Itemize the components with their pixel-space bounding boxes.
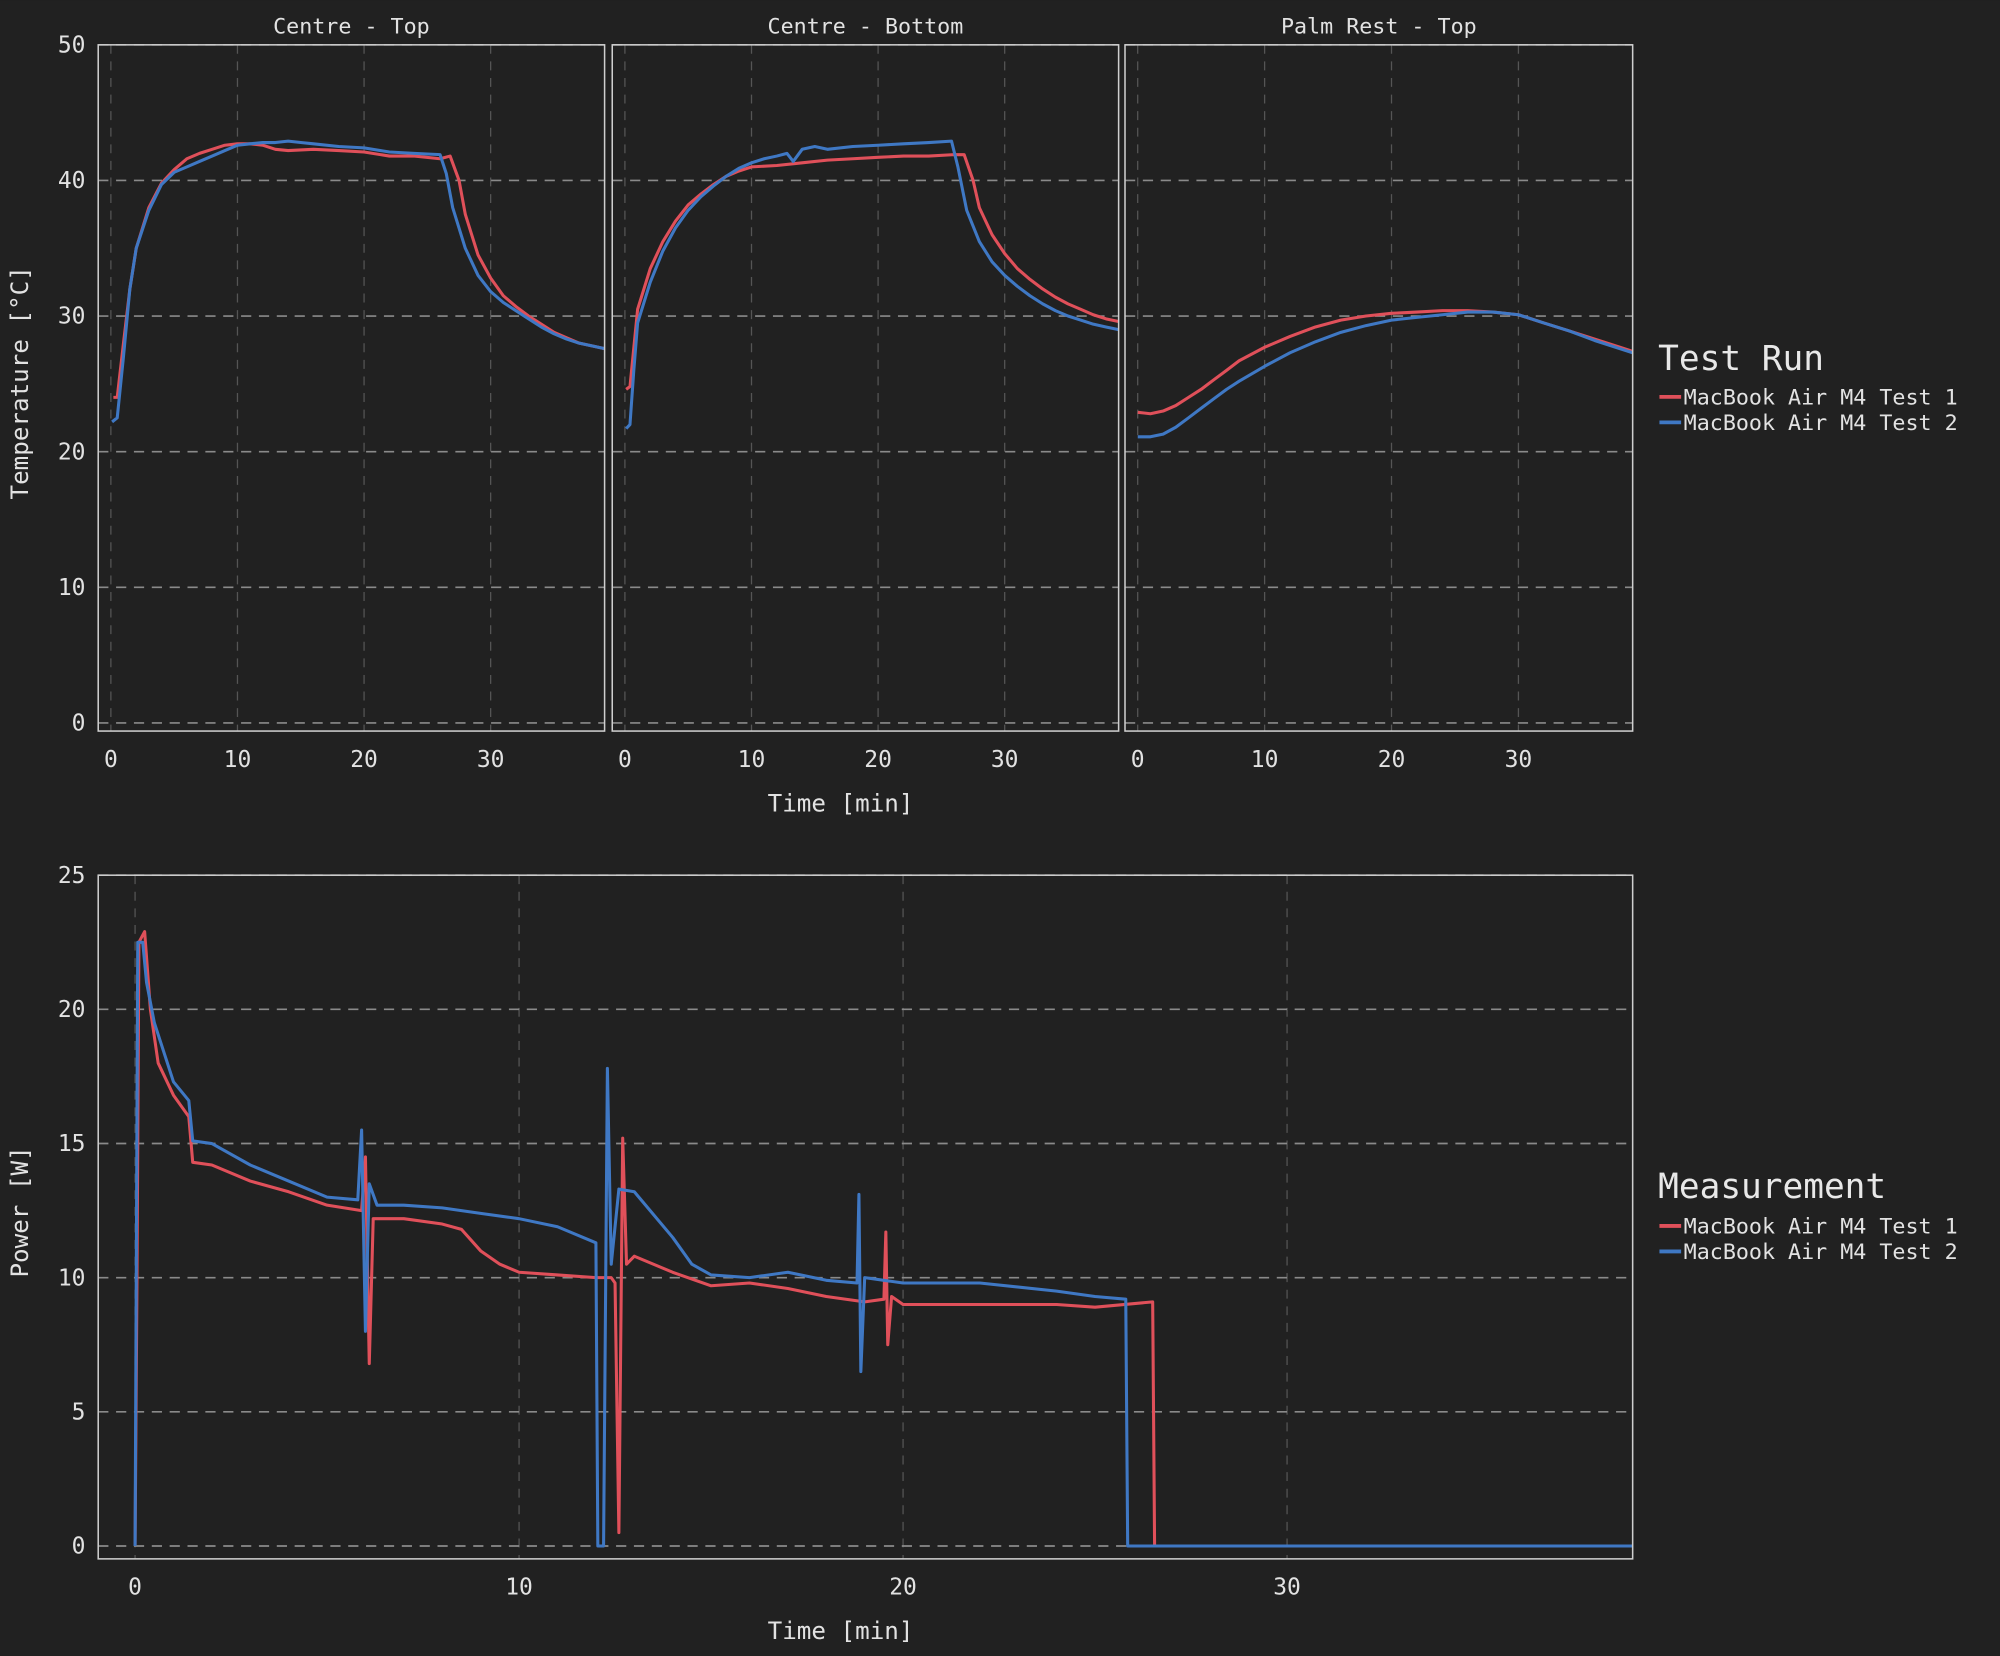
power-xlabel: Time [min]: [768, 1617, 914, 1645]
x-tick-label: 10: [1251, 747, 1279, 773]
x-tick-label: 30: [1505, 747, 1533, 773]
series-line-test2: [1137, 310, 1633, 439]
power-ylabel: Power [W]: [6, 1146, 34, 1277]
x-tick-label: 0: [618, 747, 632, 773]
x-tick-label: 10: [224, 747, 252, 773]
panel-frame: [97, 874, 1634, 1560]
series-line-test1: [625, 153, 1119, 391]
legend-item-test2: MacBook Air M4 Test 2: [1684, 411, 1958, 436]
power-panel: 0 10 20 30 0 5 10 15 20 25: [58, 863, 1634, 1601]
x-tick-label: 20: [864, 747, 892, 773]
x-tick-label: 20: [1378, 747, 1406, 773]
temperature-panel-3: 0 10 20 30 Palm Rest - Top: [1124, 14, 1634, 773]
x-tick-label: 30: [477, 747, 505, 773]
power-legend: Measurement MacBook Air M4 Test 1 MacBoo…: [1658, 1167, 1958, 1265]
y-tick-label: 5: [72, 1399, 86, 1425]
y-tick-label: 15: [58, 1131, 86, 1157]
panel-frame: [1124, 44, 1634, 732]
y-tick-label: 10: [58, 575, 86, 601]
y-tick-label: 25: [58, 863, 86, 889]
x-tick-label: 0: [1131, 747, 1145, 773]
temperature-legend: Test Run MacBook Air M4 Test 1 MacBook A…: [1658, 339, 1958, 436]
temperature-panel-1: 0 10 20 30 0 10 20 30 40 50 Centre - Top: [58, 14, 606, 773]
y-tick-label: 10: [58, 1265, 86, 1291]
temperature-panel-2: 0 10 20 30 Centre - Bottom: [611, 14, 1120, 773]
legend-item-test2: MacBook Air M4 Test 2: [1684, 1240, 1958, 1265]
y-tick-label: 30: [58, 304, 86, 330]
y-tick-label: 40: [58, 168, 86, 194]
legend-item-test1: MacBook Air M4 Test 1: [1684, 386, 1958, 411]
temperature-ylabel: Temperature [°C]: [6, 266, 34, 499]
y-tick-label: 50: [58, 32, 86, 58]
legend-title: Test Run: [1658, 339, 1824, 379]
y-tick-label: 0: [72, 711, 86, 737]
panel-title: Palm Rest - Top: [1281, 14, 1477, 39]
x-tick-label: 20: [350, 747, 378, 773]
x-tick-label: 0: [104, 747, 118, 773]
y-tick-label: 20: [58, 997, 86, 1023]
legend-title: Measurement: [1658, 1167, 1886, 1207]
y-tick-label: 0: [72, 1534, 86, 1560]
temperature-xlabel: Time [min]: [768, 789, 914, 817]
legend-item-test1: MacBook Air M4 Test 1: [1684, 1215, 1958, 1240]
y-tick-label: 20: [58, 439, 86, 465]
x-tick-label: 30: [1273, 1575, 1301, 1601]
panel-frame: [97, 44, 606, 732]
series-line-test2: [111, 139, 605, 424]
series-line-test2: [133, 940, 1633, 1548]
x-tick-label: 10: [505, 1575, 533, 1601]
panel-frame: [611, 44, 1120, 732]
panel-title: Centre - Top: [273, 14, 430, 39]
x-tick-label: 10: [738, 747, 766, 773]
x-tick-label: 30: [991, 747, 1019, 773]
series-line-test2: [625, 139, 1119, 430]
x-tick-label: 0: [128, 1575, 142, 1601]
panel-title: Centre - Bottom: [768, 14, 964, 39]
x-tick-label: 20: [889, 1575, 917, 1601]
